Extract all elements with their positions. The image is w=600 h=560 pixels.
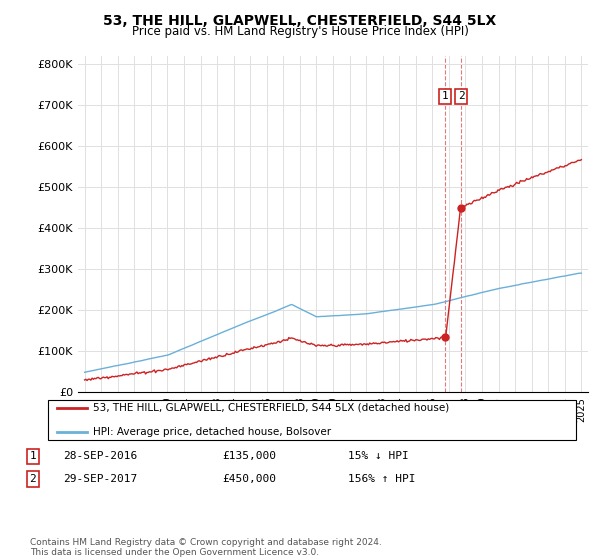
Text: HPI: Average price, detached house, Bolsover: HPI: Average price, detached house, Bols… (93, 427, 331, 437)
Text: 2: 2 (458, 91, 464, 101)
Text: £450,000: £450,000 (222, 474, 276, 484)
Text: Contains HM Land Registry data © Crown copyright and database right 2024.
This d: Contains HM Land Registry data © Crown c… (30, 538, 382, 557)
Text: 28-SEP-2016: 28-SEP-2016 (63, 451, 137, 461)
Text: 29-SEP-2017: 29-SEP-2017 (63, 474, 137, 484)
Text: 2: 2 (29, 474, 37, 484)
Text: 15% ↓ HPI: 15% ↓ HPI (348, 451, 409, 461)
Text: 156% ↑ HPI: 156% ↑ HPI (348, 474, 415, 484)
Text: 1: 1 (442, 91, 448, 101)
Text: Price paid vs. HM Land Registry's House Price Index (HPI): Price paid vs. HM Land Registry's House … (131, 25, 469, 38)
Text: 53, THE HILL, GLAPWELL, CHESTERFIELD, S44 5LX (detached house): 53, THE HILL, GLAPWELL, CHESTERFIELD, S4… (93, 403, 449, 413)
Text: 53, THE HILL, GLAPWELL, CHESTERFIELD, S44 5LX: 53, THE HILL, GLAPWELL, CHESTERFIELD, S4… (103, 14, 497, 28)
Text: 1: 1 (29, 451, 37, 461)
Text: £135,000: £135,000 (222, 451, 276, 461)
